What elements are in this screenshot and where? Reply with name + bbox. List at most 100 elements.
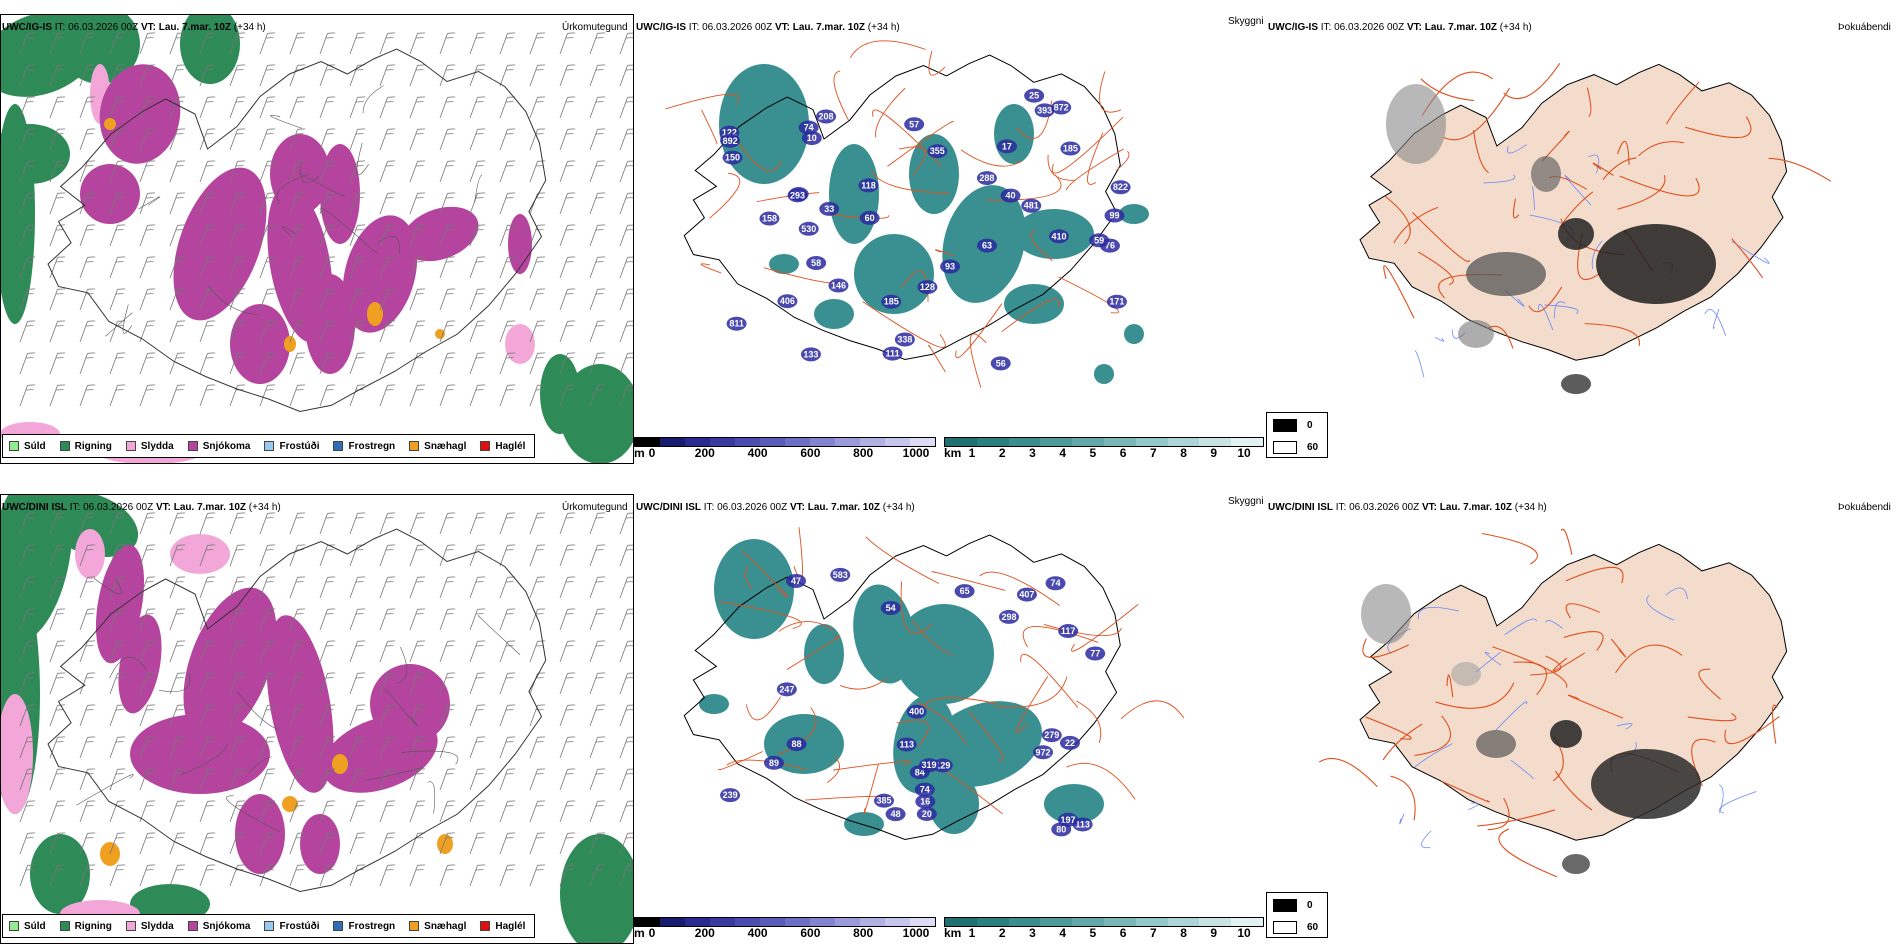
wind-barb — [529, 32, 546, 55]
wind-barb — [499, 64, 516, 87]
wind-barb — [469, 800, 486, 823]
cloud-base-value: 150 — [725, 153, 740, 163]
cloud-base-value: 239 — [723, 790, 738, 800]
wind-barb — [499, 736, 516, 759]
wind-barb — [79, 160, 96, 183]
lead-time: (+34 h) — [1514, 502, 1547, 513]
fog-legend-swatch — [1273, 921, 1297, 934]
visibility-area — [1119, 204, 1149, 224]
wind-barb — [559, 640, 576, 663]
ice-pellet-area — [367, 302, 383, 326]
cloud-base-spot — [954, 584, 975, 599]
legend-swatch — [59, 921, 70, 931]
wind-barb — [529, 128, 546, 151]
cloud-base-spot — [977, 238, 998, 253]
wind-barb — [229, 864, 246, 887]
wind-barb — [19, 224, 36, 247]
init-time: IT: 06.03.2026 00Z — [1335, 502, 1420, 513]
wind-barb — [469, 704, 486, 727]
wind-barb — [379, 704, 396, 727]
cloud-base-value: 93 — [945, 262, 955, 272]
wind-barb — [79, 320, 96, 343]
wind-barb — [529, 64, 546, 87]
wind-barb — [559, 96, 576, 119]
visibility-area — [719, 64, 809, 184]
cloud-base-spot — [1060, 141, 1081, 156]
wind-barb — [79, 864, 96, 887]
wind-barb — [499, 768, 516, 791]
snow-area — [370, 664, 450, 744]
wind-barb — [409, 352, 426, 375]
visibility-unit-row2: km — [944, 926, 962, 940]
colorbar-cell — [710, 438, 735, 446]
road-network — [717, 527, 1185, 815]
wind-barb — [379, 128, 396, 151]
wind-barb — [409, 864, 426, 887]
cloud-base-unit-row1: m — [634, 446, 645, 460]
wind-barb — [199, 544, 216, 567]
cloud-base-value: 319 — [922, 760, 937, 770]
wind-barb — [559, 672, 576, 695]
wind-barb — [169, 672, 186, 695]
fog-area — [1550, 720, 1582, 748]
wind-barb — [169, 544, 186, 567]
cloud-base-spot — [916, 806, 937, 821]
wind-barb — [319, 864, 336, 887]
wind-barb — [379, 64, 396, 87]
legend-label: Rigning — [74, 440, 112, 452]
wind-barb — [139, 64, 156, 87]
wind-barb — [469, 512, 486, 535]
wind-barb — [319, 352, 336, 375]
wind-barb — [49, 640, 66, 663]
legend-label: Súld — [24, 440, 46, 452]
colorbar-cell — [910, 438, 935, 446]
cloud-base-value: 60 — [865, 213, 875, 223]
rain-area — [41, 494, 139, 557]
wind-barb — [409, 320, 426, 343]
wind-barb — [289, 832, 306, 855]
wind-barb — [319, 224, 336, 247]
cloud-base-spot — [882, 346, 903, 361]
wind-barb — [499, 32, 516, 55]
visibility-area — [909, 134, 959, 214]
wind-barb — [349, 128, 366, 151]
visibility-ticks-row2: 1 2 3 4 5 6 7 8 9 10 — [969, 926, 1251, 940]
wind-barb — [439, 32, 456, 55]
colorbar-tick: 3 — [1029, 446, 1036, 460]
precip-legend-item: Frostregn — [333, 441, 395, 452]
wind-barb — [619, 32, 634, 55]
cloud-base-value: 128 — [920, 282, 935, 292]
cloud-base-value: 63 — [982, 241, 992, 251]
wind-barb — [439, 576, 456, 599]
wind-barb — [559, 608, 576, 631]
wind-barb — [19, 160, 36, 183]
visibility-area — [804, 624, 844, 684]
ice-pellet-area — [104, 118, 116, 130]
wind-barb — [139, 512, 156, 535]
wind-barb — [559, 544, 576, 567]
precip-legend-item: Slydda — [125, 441, 174, 452]
fog-area — [1361, 584, 1411, 644]
legend-swatch — [480, 441, 491, 451]
rain-area — [560, 834, 634, 944]
wind-barb — [19, 192, 36, 215]
cloud-base-spot — [996, 139, 1017, 154]
wind-barb — [199, 320, 216, 343]
cloud-base-value: 279 — [1044, 730, 1059, 740]
wind-barb — [109, 288, 126, 311]
fog-legend-item: 60 — [1273, 441, 1318, 454]
wind-barb — [259, 640, 276, 663]
wind-barb — [49, 96, 66, 119]
visibility-area — [829, 144, 879, 244]
wind-barb — [319, 608, 336, 631]
cloud-base-spot — [874, 793, 895, 808]
cloud-base-spot — [1110, 180, 1131, 195]
wind-barb — [199, 64, 216, 87]
wind-barb — [409, 512, 426, 535]
colorbar-cell — [635, 438, 660, 446]
cloud-base-value: 583 — [833, 570, 848, 580]
wind-barb — [469, 544, 486, 567]
wind-barb — [259, 384, 276, 407]
colorbar-cell — [810, 438, 835, 446]
cloud-base-spot — [998, 609, 1019, 624]
